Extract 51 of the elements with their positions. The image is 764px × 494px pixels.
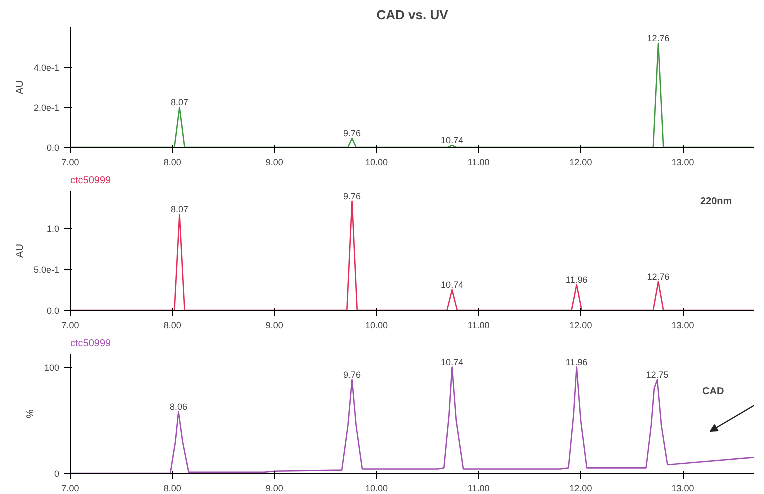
x-tick-label: 12.00 [570,320,592,330]
annotation: 10.74 [441,357,464,368]
annotation: 9.76 [344,128,362,139]
x-tick-label: 9.00 [266,484,284,494]
x-tick-label: 7.00 [62,484,80,494]
y-tick-label: 1.0 [46,224,60,234]
x-tick-label: 11.00 [468,158,490,168]
x-tick-label: 9.00 [266,320,284,330]
annotation: 12.76 [647,272,670,282]
x-tick-label: 12.00 [570,158,592,168]
annotation: 10.74 [441,136,464,146]
y-axis-title: AU [14,80,26,94]
x-tick-label: 7.00 [62,158,80,168]
y-tick-label: 5.0e-1 [34,264,60,275]
annotation: 9.76 [344,191,362,202]
chart-title: CAD vs. UV [376,8,449,22]
y-tick-label: 0.0 [46,306,60,316]
x-tick-label: 13.00 [672,320,694,330]
x-tick-label: 7.00 [62,320,80,330]
y-axis-title: AU [14,244,26,258]
x-tick-label: 11.00 [468,484,490,494]
y-tick-label: 0.0 [46,143,60,153]
annotation: 8.07 [170,204,189,214]
x-tick-label: 8.00 [164,484,182,494]
annotation: 9.76 [344,370,362,380]
annotation: 8.07 [170,98,189,108]
y-tick-label: 2.0e-1 [34,103,60,113]
y-tick-label: 4.0e-1 [34,63,60,73]
x-tick-label: 9.00 [266,158,284,168]
annotation: 11.96 [566,357,588,368]
annotation: CAD [702,386,724,398]
x-tick-label: 12.00 [570,484,592,494]
annotation: 12.75 [646,370,669,380]
x-tick-label: 8.00 [164,320,182,330]
x-tick-label: 13.00 [672,484,694,494]
x-tick-label: 10.00 [366,320,388,330]
annotation: 10.74 [441,280,464,290]
chart-title: ctc50999 [70,338,112,350]
annotation: 8.06 [170,402,188,412]
annotation: 220nm [700,196,732,208]
y-tick-label: 100 [44,362,60,373]
x-tick-label: 10.00 [366,484,388,494]
annotation: 11.96 [566,275,588,286]
x-tick-label: 10.00 [366,158,388,168]
x-tick-label: 11.00 [468,320,490,330]
x-tick-label: 13.00 [672,158,694,168]
chart-title: ctc50999 [70,176,112,186]
y-tick-label: 0 [54,469,60,479]
y-axis-title: % [25,409,36,418]
annotation: 12.76 [647,34,670,44]
x-tick-label: 8.00 [164,158,182,168]
